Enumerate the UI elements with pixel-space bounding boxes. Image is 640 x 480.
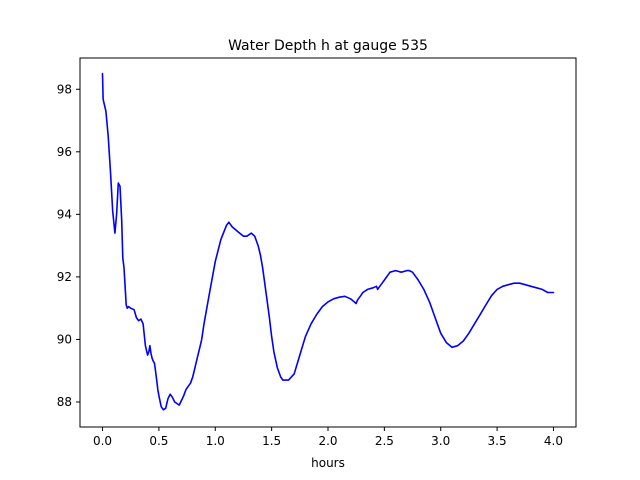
x-tick-label: 2.0	[318, 434, 337, 448]
x-tick-label: 0.0	[93, 434, 112, 448]
plot-area	[101, 72, 555, 411]
y-tick-label: 94	[57, 207, 72, 221]
series-line	[101, 72, 555, 411]
x-tick-label: 3.5	[488, 434, 507, 448]
x-tick-label: 0.5	[149, 434, 168, 448]
x-tick-label: 2.5	[375, 434, 394, 448]
y-tick-label: 88	[57, 395, 72, 409]
x-tick-label: 4.0	[544, 434, 563, 448]
x-tick-label: 3.0	[431, 434, 450, 448]
y-tick-label: 98	[57, 82, 72, 96]
y-axis: 88 90 92 94 96 98	[57, 82, 80, 409]
y-tick-label: 90	[57, 332, 72, 346]
y-tick-label: 92	[57, 270, 72, 284]
chart-title: Water Depth h at gauge 535	[228, 38, 428, 54]
y-tick-label: 96	[57, 145, 72, 159]
x-tick-label: 1.0	[206, 434, 225, 448]
x-tick-label: 1.5	[262, 434, 281, 448]
x-axis-label: hours	[311, 456, 345, 470]
x-axis: 0.0 0.5 1.0 1.5 2.0 2.5 3.0 3.5 4.0	[93, 427, 563, 448]
